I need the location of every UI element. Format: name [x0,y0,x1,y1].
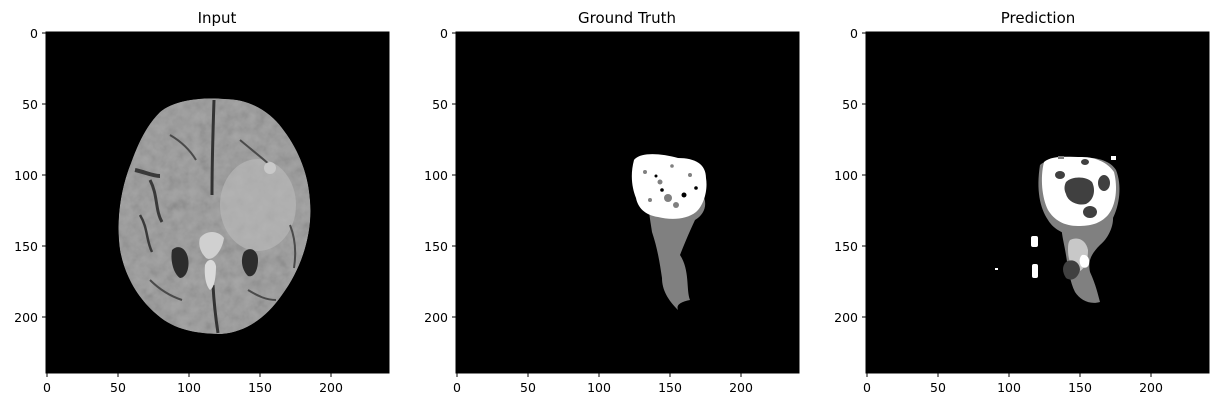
panel-ground-truth: Ground Truth 0 [424,9,800,395]
ground-truth-segmentation-mask [456,32,799,373]
panel-title: Input [198,9,237,27]
y-tick-label: 0 [850,26,858,41]
x-tick-label: 150 [1068,380,1092,395]
y-axis: 0 50 100 150 200 [424,26,456,325]
y-tick-label: 200 [424,310,448,325]
x-tick-label: 200 [1139,380,1163,395]
y-tick-label: 100 [424,168,448,183]
predicted-segmentation-mask [866,32,1209,373]
x-axis: 0 50 100 150 200 [43,373,343,395]
y-tick-label: 50 [22,97,38,112]
y-tick-label: 50 [432,97,448,112]
y-tick-label: 100 [14,168,38,183]
x-tick-label: 100 [997,380,1021,395]
y-tick-label: 0 [440,26,448,41]
x-tick-label: 200 [729,380,753,395]
axes-frame [865,31,1210,374]
x-tick-label: 0 [453,380,461,395]
y-tick-label: 150 [14,239,38,254]
brain-mri-slice [46,32,389,373]
x-tick-label: 100 [587,380,611,395]
axes-frame [45,31,390,374]
x-tick-label: 150 [248,380,272,395]
x-tick-label: 0 [863,380,871,395]
x-tick-label: 0 [43,380,51,395]
x-tick-label: 200 [319,380,343,395]
x-axis: 0 50 100 150 200 [863,373,1163,395]
x-axis: 0 50 100 150 200 [453,373,753,395]
axes-frame [455,31,800,374]
y-axis: 0 50 100 150 200 [834,26,866,325]
panel-input: Input [14,9,390,395]
y-tick-label: 150 [834,239,858,254]
y-tick-label: 150 [424,239,448,254]
y-tick-label: 0 [30,26,38,41]
panel-title: Prediction [1001,9,1076,27]
x-tick-label: 50 [930,380,946,395]
y-axis: 0 50 100 150 200 [14,26,46,325]
y-tick-label: 200 [834,310,858,325]
panel-title: Ground Truth [578,9,676,27]
panel-prediction: Prediction [834,9,1210,395]
x-tick-label: 50 [110,380,126,395]
x-tick-label: 150 [658,380,682,395]
x-tick-label: 100 [177,380,201,395]
y-tick-label: 100 [834,168,858,183]
y-tick-label: 200 [14,310,38,325]
y-tick-label: 50 [842,97,858,112]
x-tick-label: 50 [520,380,536,395]
